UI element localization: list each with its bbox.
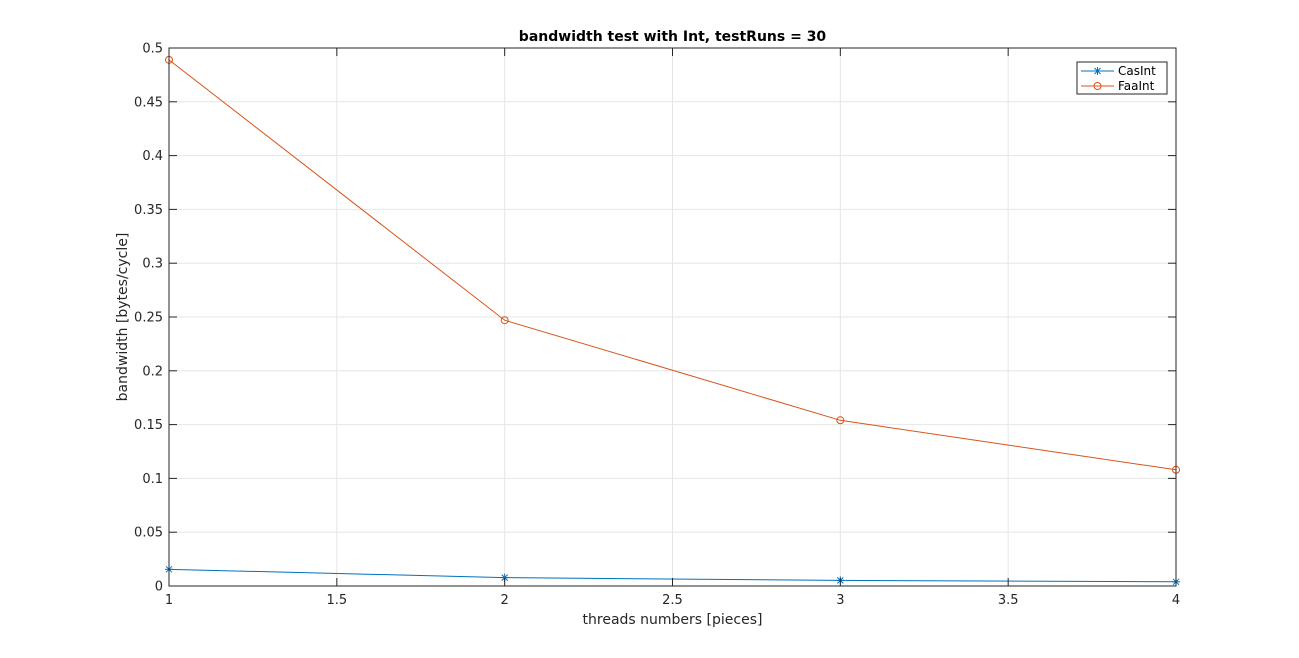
y-axis-label: bandwidth [bytes/cycle] [115,233,131,402]
legend-item-faaint: FaaInt [1081,79,1155,93]
y-tick-label: 0.3 [142,257,163,272]
legend-label: CasInt [1118,64,1156,78]
y-tick-label: 0.5 [142,42,163,57]
grid [169,48,1176,586]
y-tick-label: 0.15 [134,418,163,433]
y-tick-label: 0 [155,580,163,595]
x-tick-label: 1 [165,593,173,608]
x-tick-label: 2 [501,593,509,608]
legend-marker [1093,67,1102,75]
x-tick-label: 2.5 [662,593,683,608]
legend-item-casint: CasInt [1081,64,1156,78]
series-line-faaint [168,59,1177,471]
y-tick-label: 0.2 [142,364,163,379]
y-tick-label: 0.45 [134,95,163,110]
y-tick-label: 0.05 [134,526,163,541]
y-tick-label: 0.4 [142,149,163,164]
x-tick-label: 3 [836,593,844,608]
legend-box [1076,61,1168,95]
legend-label: FaaInt [1118,79,1155,93]
y-tick-label: 0.25 [134,311,163,326]
x-tick-label: 3.5 [998,593,1019,608]
x-tick-label: 4 [1172,593,1180,608]
y-tick-label: 0.1 [142,472,163,487]
x-axis-label: threads numbers [pieces] [583,612,763,628]
x-tick-label: 1.5 [326,593,347,608]
data-point-faaint [500,316,509,325]
y-tick-label: 0.35 [134,203,163,218]
chart-title: bandwidth test with Int, testRuns = 30 [519,29,827,45]
ticks: 1 1.5 2 2.5 3 3.5 4 0 0.05 0.1 0.15 0.2 0.25 0.3 0.35 0… [134,42,1180,609]
data-point-faaint [836,416,845,425]
legend-marker [1093,82,1102,90]
